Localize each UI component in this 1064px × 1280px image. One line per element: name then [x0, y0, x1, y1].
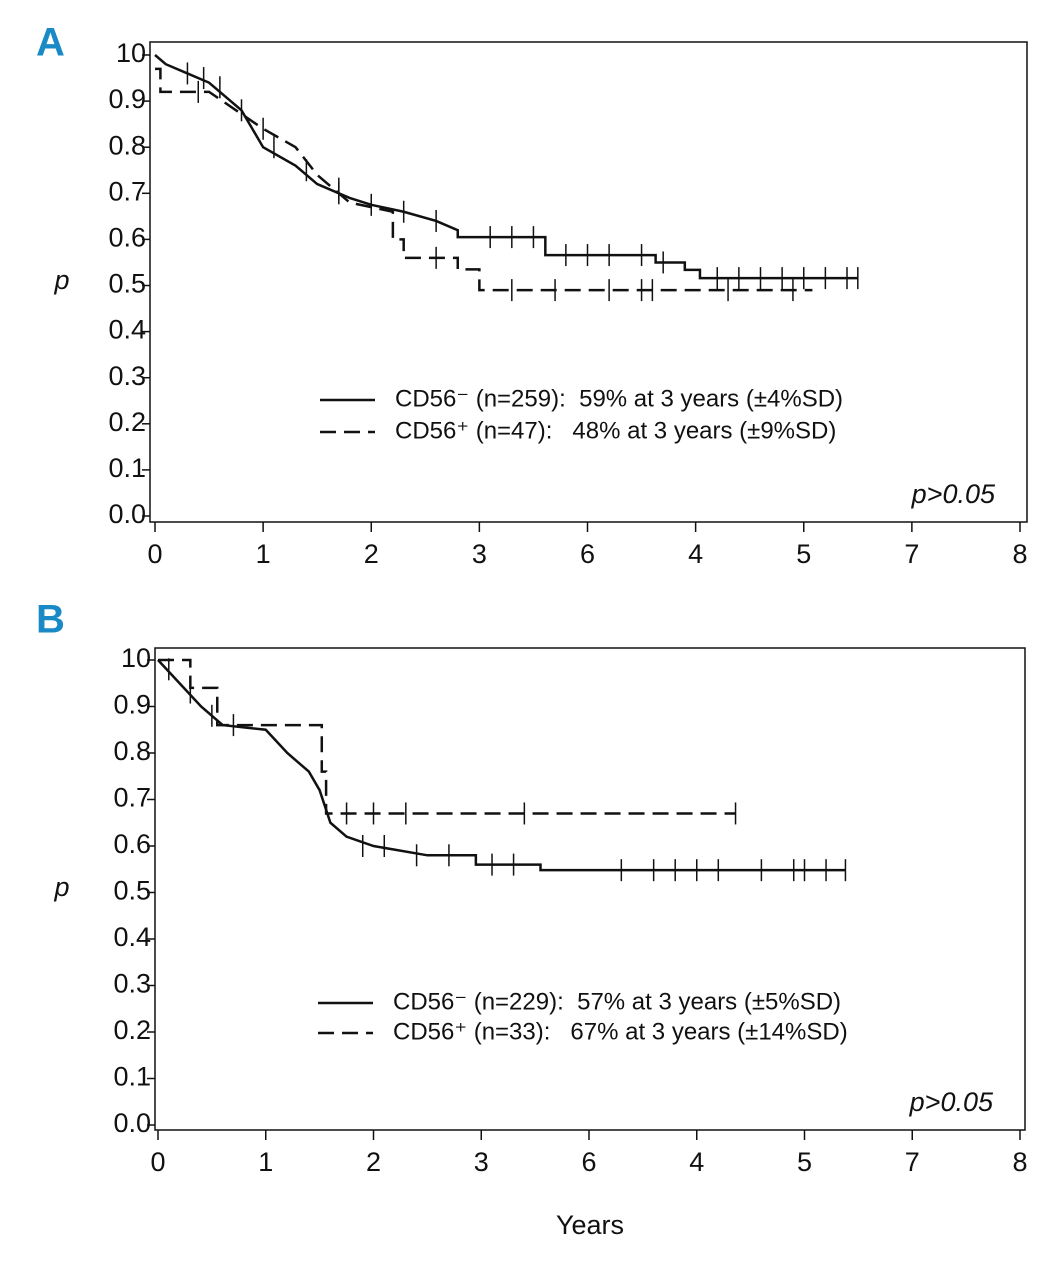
x-tick-label: 5: [797, 1147, 812, 1177]
x-tick-label: 1: [258, 1147, 273, 1177]
plot-frame: [149, 41, 1028, 523]
y-tick-label: 0.2: [113, 1015, 151, 1045]
panel-label: B: [36, 598, 65, 642]
y-tick-label: 0.6: [113, 829, 151, 859]
legend-label: CD56⁻ (n=259): 59% at 3 years (±4%SD): [395, 385, 843, 412]
legend-label: CD56⁺ (n=47): 48% at 3 years (±9%SD): [395, 417, 836, 444]
y-tick-label: 0.8: [108, 130, 146, 160]
y-tick-label: 0.0: [113, 1108, 151, 1138]
x-tick-label: 6: [581, 1147, 596, 1177]
x-tick-label: 0: [147, 539, 162, 569]
y-tick-label: 0.5: [113, 876, 151, 906]
legend-label: CD56⁻ (n=229): 57% at 3 years (±5%SD): [393, 988, 841, 1015]
y-tick-label: 10: [116, 38, 146, 68]
y-axis-label: p: [53, 265, 69, 295]
survival-curve: [155, 67, 813, 292]
panel-label: A: [36, 21, 65, 65]
y-tick-label: 0.3: [108, 361, 146, 391]
y-tick-label: 0.4: [113, 922, 151, 952]
x-tick-label: 4: [688, 539, 703, 569]
y-tick-label: 0.2: [108, 407, 146, 437]
y-axis-label: p: [53, 872, 69, 902]
survival-curve: [154, 54, 858, 280]
y-tick-label: 0.9: [108, 84, 146, 114]
y-tick-label: 0.9: [113, 690, 151, 720]
survival-curve: [157, 659, 846, 872]
x-tick-label: 8: [1012, 1147, 1027, 1177]
x-tick-label: 7: [904, 539, 919, 569]
y-tick-label: 0.3: [113, 969, 151, 999]
y-tick-label: 0.4: [108, 315, 146, 345]
x-tick-label: 7: [905, 1147, 920, 1177]
y-tick-label: 0.6: [108, 223, 146, 253]
x-axis-label: Years: [556, 1210, 624, 1240]
y-tick-label: 10: [121, 643, 151, 673]
x-tick-label: 3: [472, 539, 487, 569]
x-tick-label: 2: [366, 1147, 381, 1177]
y-tick-label: 0.8: [113, 736, 151, 766]
legend-label: CD56⁺ (n=33): 67% at 3 years (±14%SD): [393, 1018, 848, 1045]
x-tick-label: 1: [256, 539, 271, 569]
x-tick-label: 4: [689, 1147, 704, 1177]
survival-curve: [158, 658, 736, 815]
x-tick-label: 0: [150, 1147, 165, 1177]
x-tick-label: 2: [364, 539, 379, 569]
y-tick-label: 0.1: [113, 1062, 151, 1092]
x-tick-label: 3: [474, 1147, 489, 1177]
y-tick-label: 0.1: [108, 453, 146, 483]
annotation: p>0.05: [911, 479, 996, 509]
y-tick-label: 0.7: [113, 783, 151, 813]
annotation: p>0.05: [909, 1087, 994, 1117]
x-tick-label: 6: [580, 539, 595, 569]
plot-frame: [154, 647, 1026, 1131]
y-tick-label: 0.0: [108, 499, 146, 529]
x-tick-label: 8: [1012, 539, 1027, 569]
y-tick-label: 0.5: [108, 269, 146, 299]
x-tick-label: 5: [796, 539, 811, 569]
y-tick-label: 0.7: [108, 176, 146, 206]
